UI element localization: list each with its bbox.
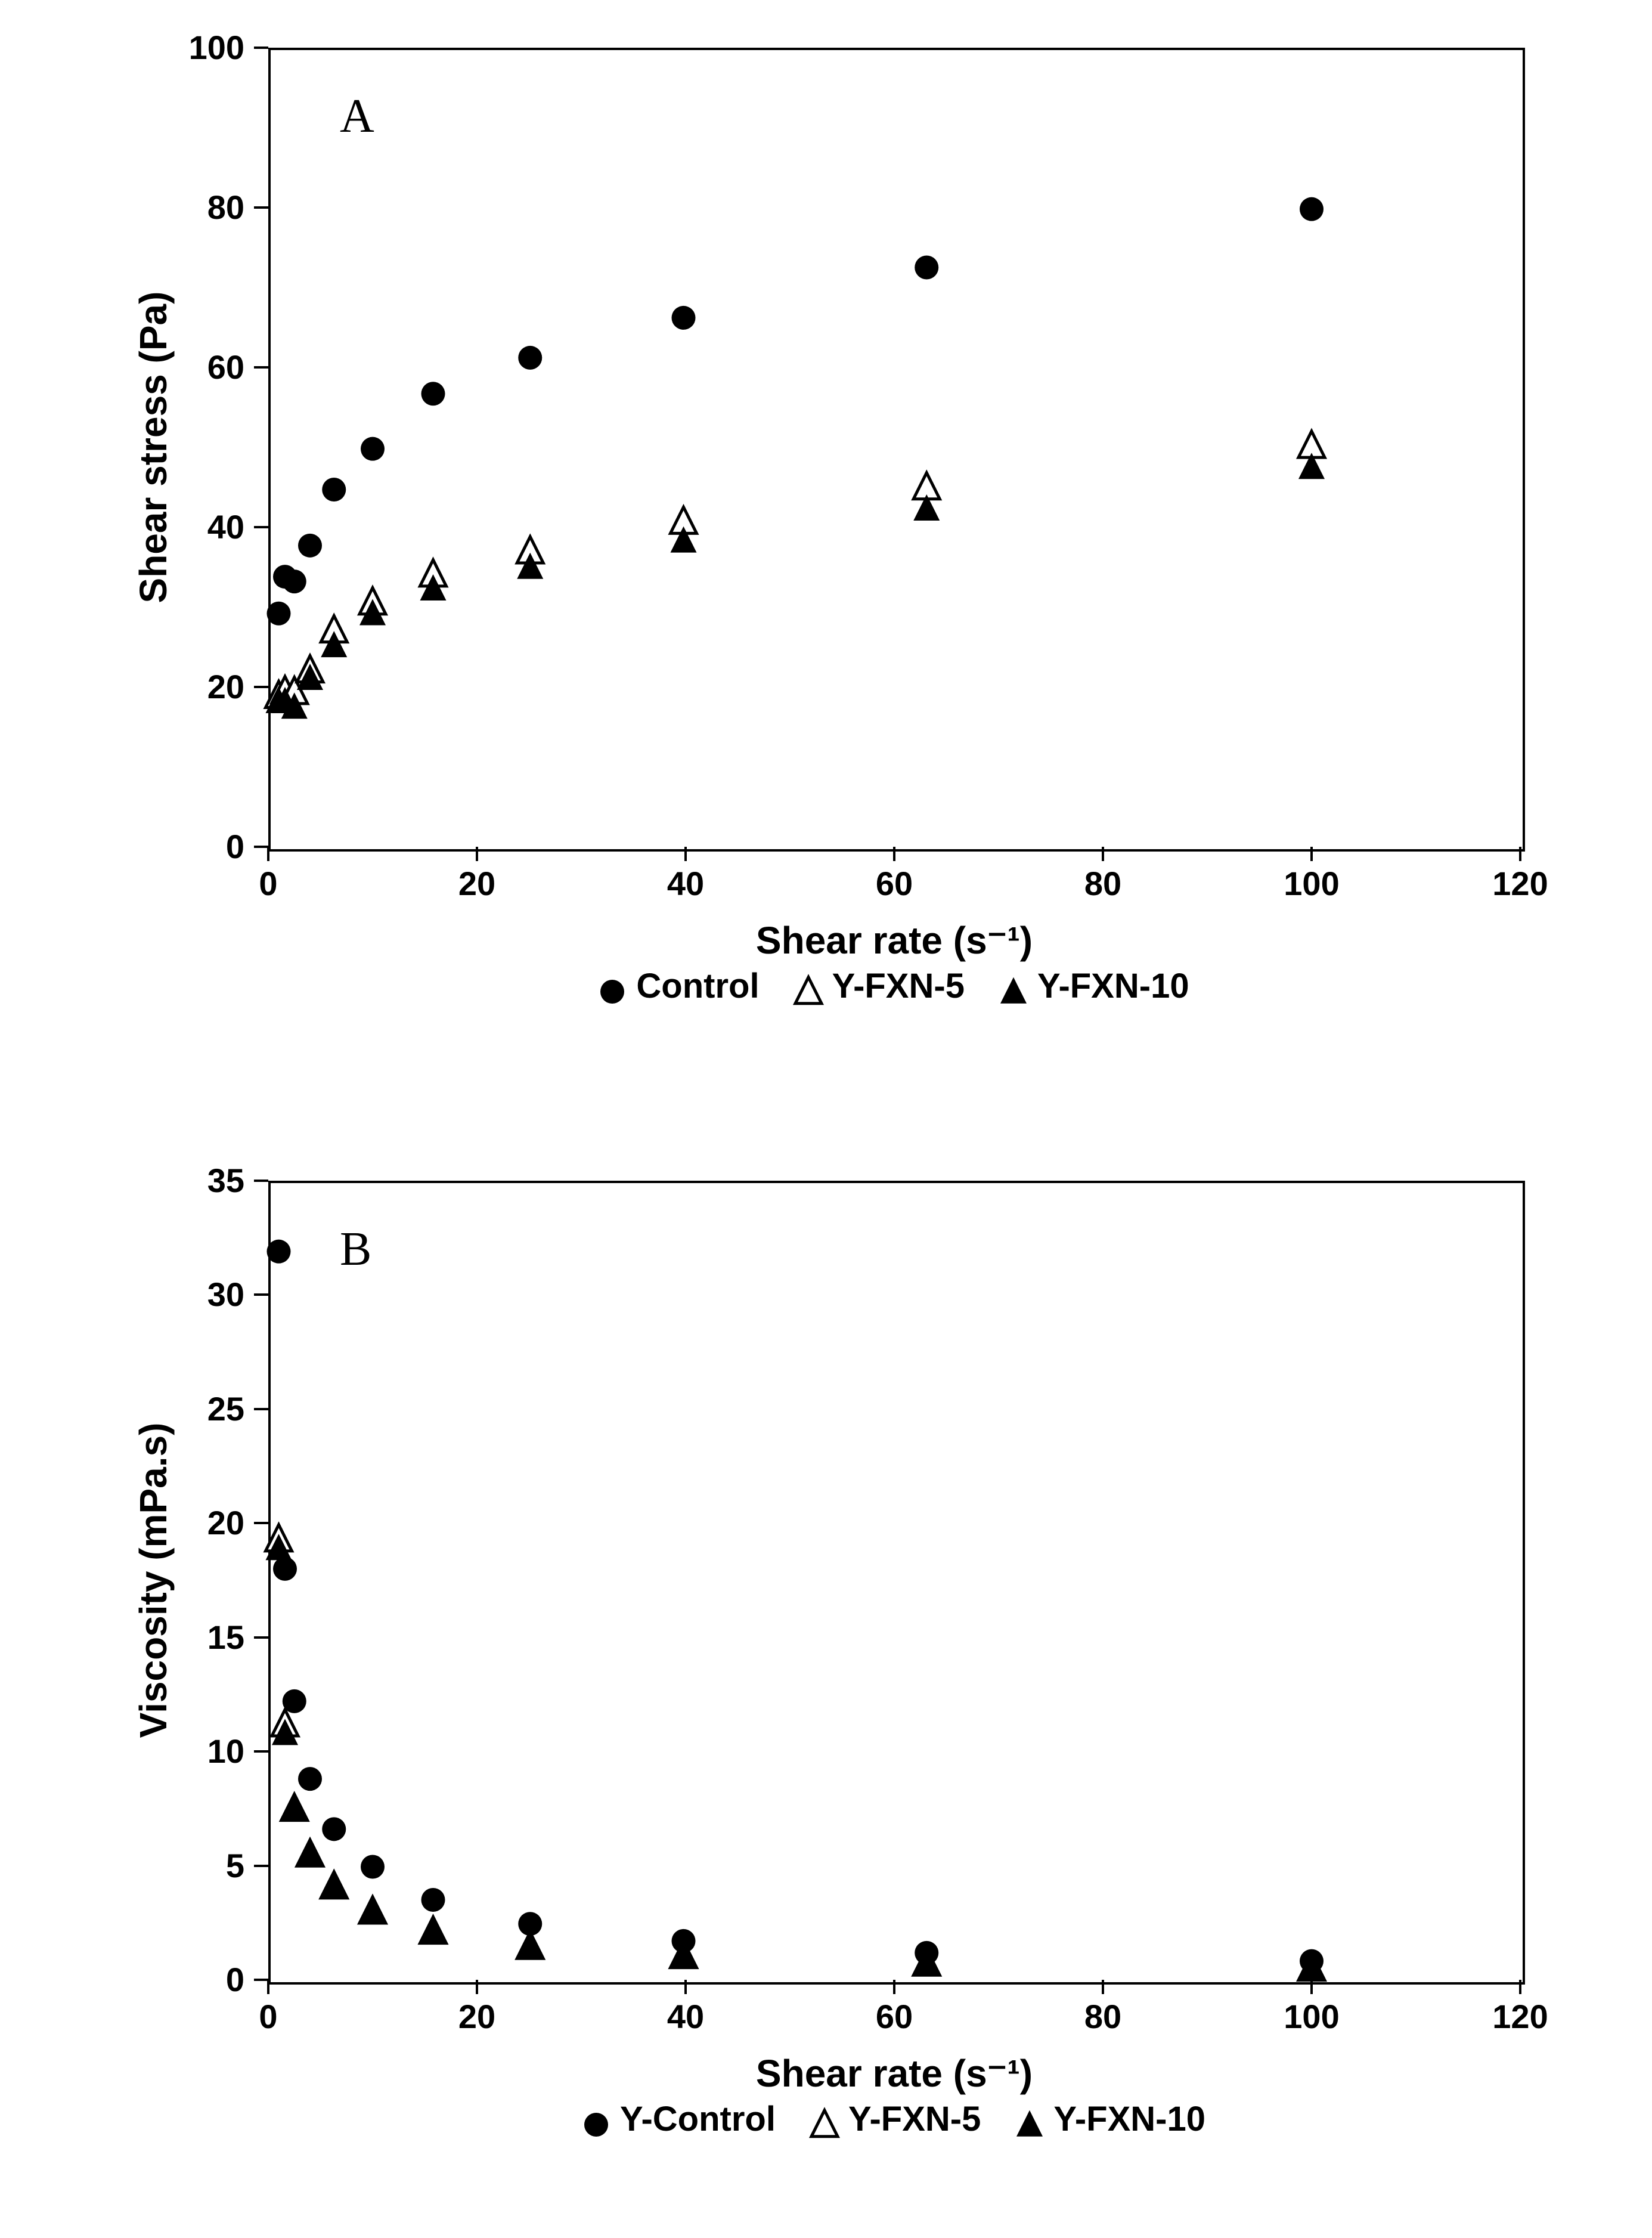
panelB-marker-y-control [267,1240,291,1264]
panelB-markers-layer [83,1169,1556,2016]
panelA-legend-item: Control [599,966,759,1006]
panelA-legend-symbol [795,973,822,999]
panelB-legend-symbol [583,2106,609,2132]
panelB-marker-y-control [421,1888,445,1912]
panelB-marker-y-control [322,1817,346,1841]
panelA-legend-label: Y-FXN-5 [832,966,965,1006]
panelA-marker-control [518,346,542,370]
panelA-marker-control [421,382,445,405]
panelA-marker-control [1300,197,1324,221]
panelA-legend-symbol [1000,973,1027,999]
panelB-marker-y-fxn-10 [281,1794,308,1821]
panelB-legend-label: Y-FXN-5 [848,2099,981,2139]
panelA-legend-symbol [599,973,625,999]
panelB-marker-y-fxn-10 [359,1897,386,1923]
panelA-legend: Control Y-FXN-5 Y-FXN-10 [268,966,1520,1006]
panelB-legend-label: Y-Control [620,2099,776,2139]
panelA-legend-label: Y-FXN-10 [1037,966,1189,1006]
panelB-x-axis-title: Shear rate (s⁻¹) [268,2051,1520,2096]
panelA-x-axis-title: Shear rate (s⁻¹) [268,918,1520,963]
panelB-legend-label: Y-FXN-10 [1053,2099,1205,2139]
panel-a: 020406080100120020406080100Shear rate (s… [83,36,1568,1061]
panelA-markers-layer [83,36,1556,883]
panelA-marker-control [915,256,938,280]
panelB-legend: Y-Control Y-FXN-5 Y-FXN-10 [268,2099,1520,2139]
panelA-marker-control [298,534,322,558]
panelB-marker-y-control [298,1767,322,1791]
panelB-marker-y-fxn-10 [297,1840,323,1866]
panelA-legend-item: Y-FXN-10 [1000,966,1189,1006]
panelA-marker-control [672,306,696,330]
panel-b: 02040608010012005101520253035Shear rate … [83,1169,1568,2194]
panelB-marker-y-control [273,1557,297,1581]
panelB-legend-symbol [1016,2106,1043,2132]
panelA-marker-control [283,569,306,593]
page: 020406080100120020406080100Shear rate (s… [0,0,1652,2238]
panelB-legend-item: Y-FXN-5 [811,2099,981,2139]
panelB-marker-y-fxn-10 [420,1917,447,1943]
panelB-marker-y-fxn-10 [517,1932,543,1958]
panelA-legend-label: Control [636,966,759,1006]
panelA-marker-control [322,478,346,502]
panelB-marker-y-fxn-10 [321,1872,347,1898]
panelA-marker-control [361,437,385,461]
panelB-legend-symbol [811,2106,838,2132]
panelB-legend-item: Y-FXN-10 [1016,2099,1205,2139]
panelA-marker-control [267,602,291,626]
panelB-marker-y-control [361,1855,385,1878]
panelA-legend-item: Y-FXN-5 [795,966,965,1006]
panelB-legend-item: Y-Control [583,2099,776,2139]
